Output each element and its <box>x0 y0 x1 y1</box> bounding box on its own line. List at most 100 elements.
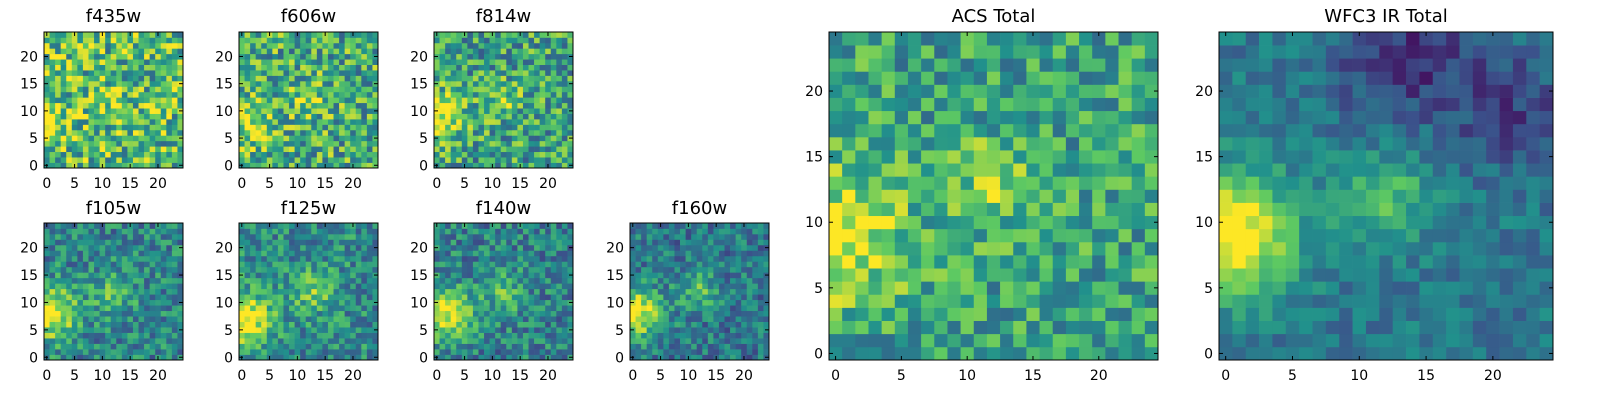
heatmap-cell <box>121 124 128 131</box>
panel-title: f160w <box>672 198 727 219</box>
heatmap-cell <box>696 233 703 240</box>
heatmap-cell <box>556 53 563 60</box>
heatmap-cell <box>652 354 659 361</box>
heatmap-cell <box>713 266 720 273</box>
heatmap-cell <box>149 64 156 71</box>
heatmap-cell <box>144 37 150 44</box>
heatmap-cell <box>528 140 535 147</box>
heatmap-cell <box>567 124 574 131</box>
heatmap-cell <box>556 64 563 71</box>
heatmap-cell <box>718 343 725 350</box>
heatmap-cell <box>752 277 759 284</box>
heatmap-cell <box>1131 294 1146 308</box>
heatmap-cell <box>71 124 78 131</box>
heatmap-cell <box>60 299 67 306</box>
heatmap-cell <box>907 215 922 230</box>
heatmap-cell <box>652 233 659 240</box>
heatmap-cell <box>702 354 709 361</box>
heatmap-cell <box>121 299 128 306</box>
heatmap-cell <box>49 140 56 147</box>
heatmap-cell <box>149 59 156 65</box>
heatmap-cell <box>450 233 457 240</box>
heatmap-cell <box>829 163 843 177</box>
heatmap-cell <box>177 266 184 273</box>
heatmap-cell <box>461 64 468 71</box>
heatmap-cell <box>1013 150 1027 164</box>
heatmap-cell <box>171 283 178 290</box>
heatmap-cell <box>350 157 357 163</box>
heatmap-cell <box>461 146 468 153</box>
heatmap-cell <box>657 272 664 279</box>
heatmap-cell <box>539 272 546 279</box>
heatmap-cell <box>283 338 290 344</box>
heatmap-cell <box>668 255 675 262</box>
heatmap-cell <box>657 233 664 240</box>
heatmap-cell <box>539 70 546 76</box>
heatmap-cell <box>289 277 295 284</box>
heatmap-cell <box>127 129 134 136</box>
heatmap-cell <box>177 310 184 317</box>
heatmap-cell <box>105 102 112 109</box>
heatmap-cell <box>60 261 67 268</box>
heatmap-cell <box>300 157 307 163</box>
heatmap-cell <box>82 255 89 262</box>
heatmap-cell <box>1026 333 1040 348</box>
heatmap-cell <box>450 305 457 312</box>
heatmap-cell <box>132 250 139 257</box>
heatmap-cell <box>88 48 95 55</box>
heatmap-cell <box>495 162 502 169</box>
heatmap-cell <box>500 80 507 87</box>
heatmap-cell <box>467 86 474 93</box>
heatmap-cell <box>567 343 574 350</box>
heatmap-cell <box>149 102 156 109</box>
heatmap-cell <box>277 64 284 71</box>
heatmap-cell <box>105 250 112 257</box>
heatmap-cell <box>372 321 379 328</box>
heatmap-cell <box>1092 215 1106 230</box>
heatmap-cell <box>506 349 513 355</box>
heatmap-cell <box>489 70 496 76</box>
heatmap-cell <box>121 266 128 273</box>
heatmap-cell <box>986 320 1001 335</box>
heatmap-cell <box>177 140 184 147</box>
heatmap-cell <box>355 343 362 350</box>
heatmap-cell <box>868 268 882 282</box>
heatmap-cell <box>439 70 446 76</box>
heatmap-cell <box>49 305 56 312</box>
heatmap-cell <box>44 37 50 44</box>
heatmap-cell <box>366 310 373 317</box>
heatmap-cell <box>868 307 882 321</box>
heatmap-cell <box>60 272 67 279</box>
heatmap-cell <box>478 321 485 328</box>
heatmap-cell <box>724 343 731 350</box>
heatmap-cell <box>517 316 524 322</box>
heatmap-cell <box>680 321 686 328</box>
heatmap-cell <box>132 272 139 279</box>
heatmap-cell <box>534 327 540 333</box>
heatmap-cell <box>49 332 56 339</box>
heatmap-cell <box>266 228 273 235</box>
heatmap-cell <box>1000 281 1014 295</box>
heatmap-cell <box>434 113 440 120</box>
heatmap-cell <box>155 244 162 251</box>
heatmap-cell <box>467 277 474 284</box>
heatmap-cell <box>82 157 89 163</box>
heatmap-cell <box>646 305 653 312</box>
heatmap-cell <box>550 261 557 268</box>
heatmap-cell <box>372 239 379 246</box>
heatmap-cell <box>472 266 479 273</box>
heatmap-cell <box>144 97 150 104</box>
heatmap-cell <box>55 321 62 328</box>
heatmap-cell <box>921 333 935 348</box>
heatmap-cell <box>635 349 642 355</box>
heatmap-cell <box>730 316 736 322</box>
heatmap-cell <box>333 64 340 71</box>
heatmap-cell <box>277 354 284 361</box>
heatmap-cell <box>652 343 659 350</box>
heatmap-cell <box>445 299 452 306</box>
heatmap-cell <box>289 299 295 306</box>
heatmap-cell <box>132 354 139 361</box>
heatmap-cell <box>266 124 273 131</box>
heatmap-cell <box>166 32 173 38</box>
